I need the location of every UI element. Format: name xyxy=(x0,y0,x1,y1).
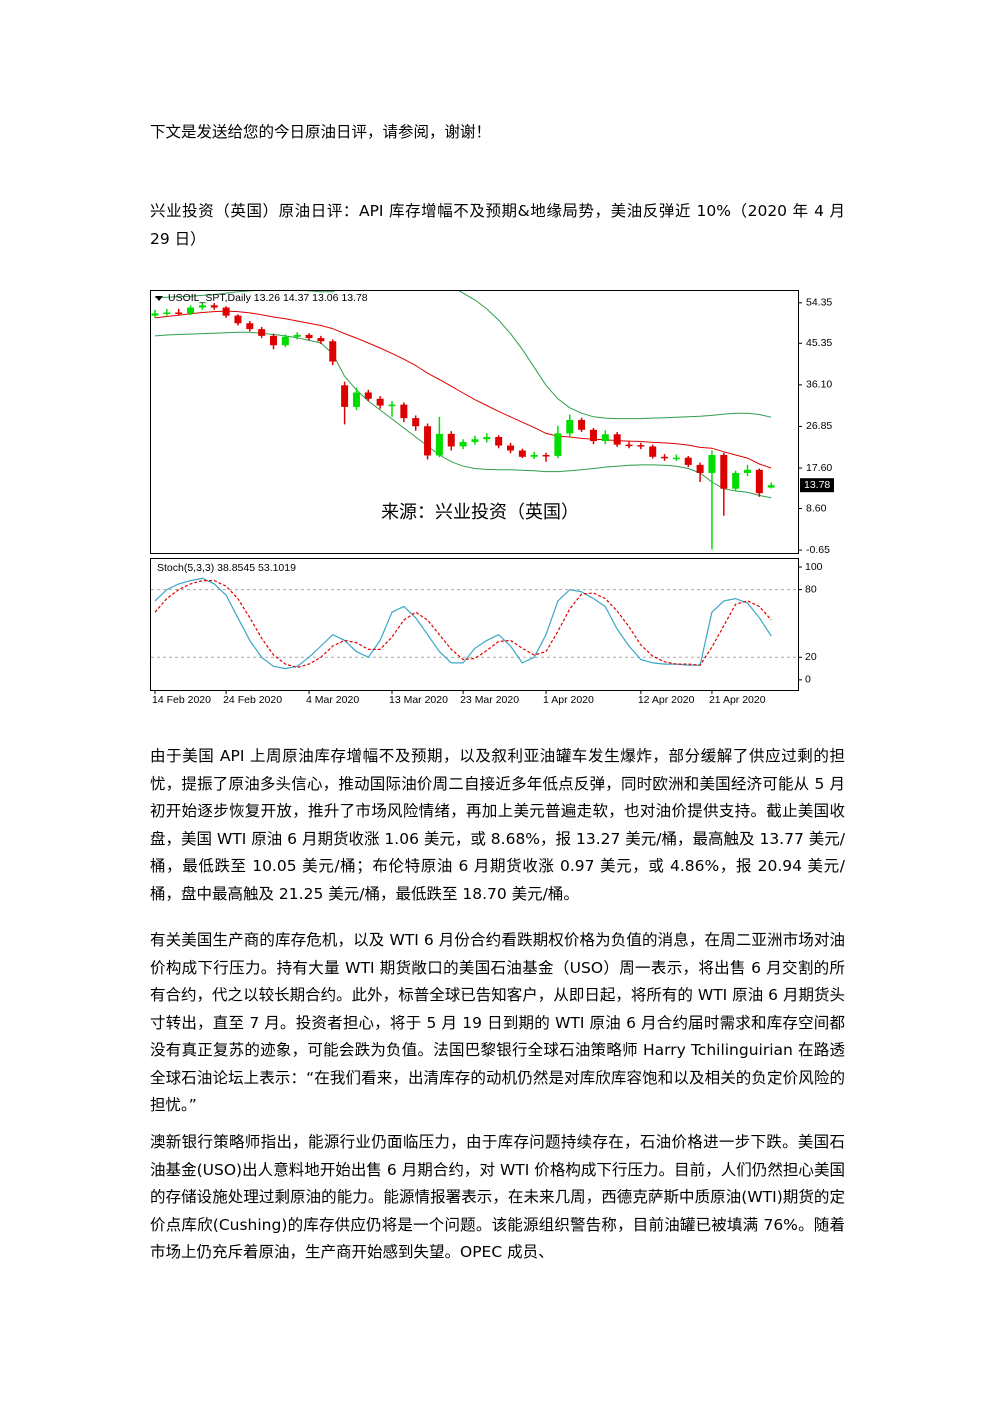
candle-body xyxy=(352,392,360,407)
candle-body xyxy=(542,454,550,457)
stoch-panel xyxy=(150,558,799,691)
x-tick-label: 14 Feb 2020 xyxy=(152,694,211,706)
candle-body xyxy=(649,446,657,457)
candle-body xyxy=(720,454,728,489)
y-tick-label: 80 xyxy=(805,583,817,595)
candle-body xyxy=(270,335,277,346)
candle-body xyxy=(234,315,242,324)
candle-body xyxy=(471,439,479,442)
candle-body xyxy=(661,456,669,459)
candle-body xyxy=(281,336,289,346)
candle-body xyxy=(554,433,562,456)
x-tick-label: 4 Mar 2020 xyxy=(306,694,359,706)
candle-body xyxy=(672,457,680,460)
candle-body xyxy=(293,334,301,337)
chart-figure: USOIL_SPT,Daily 13.26 14.37 13.06 13.78 … xyxy=(150,290,834,706)
candle-body xyxy=(507,445,514,451)
candle-body xyxy=(625,444,633,447)
heading: 兴业投资（英国）原油日评：API 库存增幅不及预期&地缘局势，美油反弹近 10%… xyxy=(150,202,845,248)
candle-body xyxy=(187,307,195,314)
candle-body xyxy=(151,313,159,316)
x-tick-label: 12 Apr 2020 xyxy=(638,694,695,706)
y-tick-label: -0.65 xyxy=(806,544,830,556)
candle-body xyxy=(755,469,763,494)
y-tick-label: 100 xyxy=(805,561,823,573)
candle-body xyxy=(246,323,254,330)
candle-body xyxy=(518,450,526,457)
candle-body xyxy=(388,404,396,407)
candle-body xyxy=(696,464,704,473)
candle-body xyxy=(424,426,432,456)
candle-body xyxy=(637,445,645,447)
price-marker-label: 13.78 xyxy=(804,479,830,491)
candle-body xyxy=(317,338,325,342)
x-tick-label: 24 Feb 2020 xyxy=(223,694,282,706)
x-tick-label: 1 Apr 2020 xyxy=(543,694,594,706)
y-tick-label: 0 xyxy=(805,674,811,686)
candle-body xyxy=(305,334,313,339)
candle-body xyxy=(578,419,586,430)
candle-body xyxy=(613,434,621,445)
candle-body xyxy=(684,457,692,465)
candle-body xyxy=(530,454,538,457)
candle-body xyxy=(744,469,751,473)
candle-body xyxy=(447,433,455,447)
paragraph: 由于美国 API 上周原油库存增幅不及预期，以及叙利亚油罐车发生爆炸，部分缓解了… xyxy=(150,747,845,903)
paragraph: 澳新银行策略师指出，能源行业仍面临压力，由于库存问题持续存在，石油价格进一步下跌… xyxy=(150,1133,845,1261)
candle-body xyxy=(376,398,384,406)
candle-body xyxy=(364,392,372,399)
candle-body xyxy=(459,441,467,447)
y-tick-label: 20 xyxy=(805,651,817,663)
x-tick-label: 13 Mar 2020 xyxy=(389,694,448,706)
menu-arrow xyxy=(155,296,163,301)
y-tick-label: 26.85 xyxy=(806,420,832,432)
price-marker xyxy=(800,478,834,493)
candle-body xyxy=(566,419,574,434)
candle-body xyxy=(400,404,408,419)
candle-body xyxy=(601,434,609,442)
stoch-line xyxy=(154,580,772,669)
price-plot xyxy=(151,291,775,550)
chart-title: USOIL_SPT,Daily 13.26 14.37 13.06 13.78 xyxy=(168,292,368,304)
y-tick-label: 8.60 xyxy=(806,502,827,514)
y-tick-label: 36.10 xyxy=(806,379,832,391)
candle-body xyxy=(175,312,183,314)
candle-body xyxy=(258,329,266,336)
candle-body xyxy=(163,312,171,314)
candle-body xyxy=(435,433,443,456)
candle-body xyxy=(210,305,218,308)
stoch-plot xyxy=(151,577,797,670)
intro: 下文是发送给您的今日原油日评，请参阅，谢谢！ xyxy=(150,123,492,141)
source-annotation: 来源：兴业投资（英国） xyxy=(381,502,579,522)
candle-body xyxy=(198,305,206,308)
y-tick-label: 54.35 xyxy=(806,297,832,309)
y-tick-label: 45.35 xyxy=(806,337,832,349)
y-tick-label: 17.60 xyxy=(806,462,832,474)
candle-body xyxy=(495,437,503,446)
candle-body xyxy=(767,485,775,488)
candle-body xyxy=(341,385,349,407)
candle-body xyxy=(483,437,491,440)
candle-body xyxy=(589,429,597,442)
paragraph: 有关美国生产商的库存危机，以及 WTI 6 月份合约看跌期权价格为负值的消息，在… xyxy=(150,931,845,1114)
candle-body xyxy=(708,454,716,473)
candle-body xyxy=(732,472,740,489)
x-tick-label: 23 Mar 2020 xyxy=(460,694,519,706)
band-line xyxy=(154,310,772,469)
x-tick-label: 21 Apr 2020 xyxy=(709,694,766,706)
candle-body xyxy=(329,341,337,362)
stoch-title: Stoch(5,3,3) 38.8545 53.1019 xyxy=(157,562,296,574)
candle-body xyxy=(412,418,420,427)
stoch-line xyxy=(154,577,772,670)
band-line xyxy=(154,331,772,499)
candle-body xyxy=(222,307,230,316)
band-line xyxy=(154,291,772,420)
